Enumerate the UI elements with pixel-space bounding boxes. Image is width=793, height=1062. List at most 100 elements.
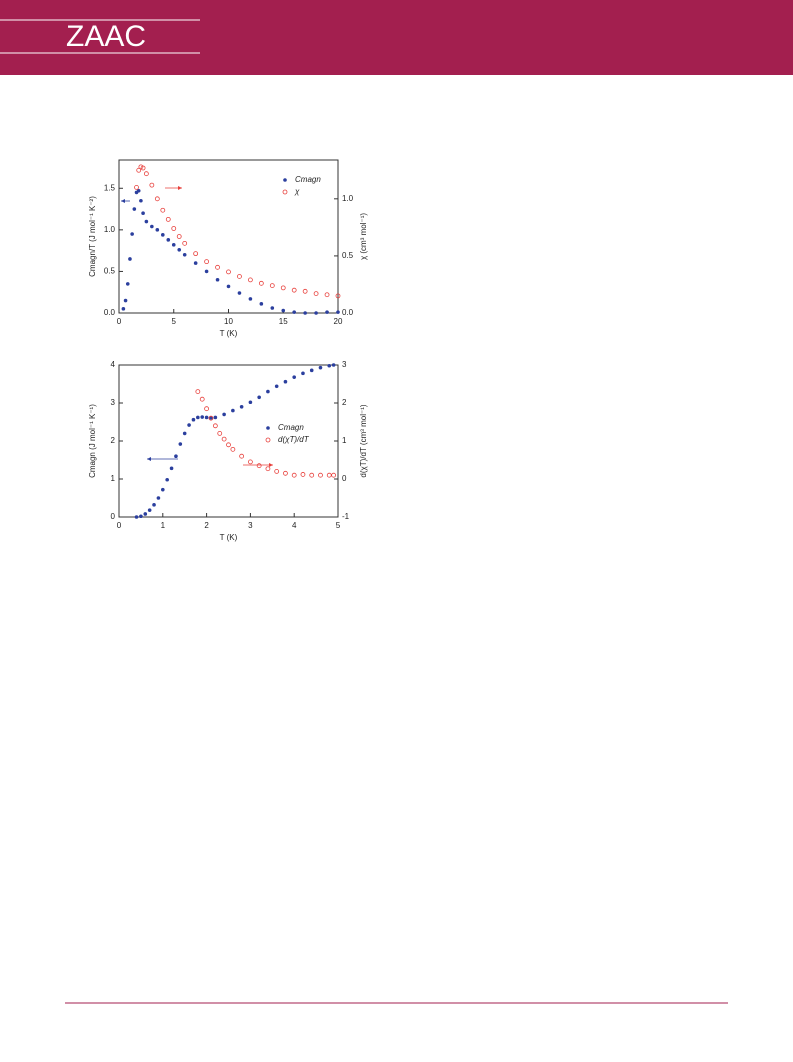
data-point: [204, 259, 210, 265]
data-point: [178, 442, 183, 446]
x-tick-label: 2: [204, 521, 209, 530]
data-point: [182, 252, 187, 257]
data-point: [257, 395, 261, 400]
data-point: [309, 368, 314, 373]
x-tick-label: 20: [334, 317, 343, 326]
data-point: [265, 466, 271, 472]
data-point: [177, 248, 182, 252]
data-point: [204, 269, 209, 274]
x-tick-label: 0: [117, 317, 122, 326]
data-point: [217, 430, 223, 436]
data-point: [174, 454, 178, 459]
y-tick-label: 1.0: [104, 225, 116, 234]
data-point: [143, 512, 148, 516]
data-point: [136, 188, 141, 193]
y2-tick-label: 1.0: [342, 194, 354, 203]
data-point: [270, 306, 275, 310]
data-point: [195, 389, 201, 395]
y2-tick-label: 0.5: [342, 251, 354, 260]
y2-tick-label: 3: [342, 360, 347, 369]
data-point: [139, 198, 143, 203]
data-point: [209, 416, 213, 420]
data-point: [176, 234, 182, 239]
data-point: [274, 384, 279, 389]
data-point: [144, 219, 149, 224]
axis-arrow-head: [147, 457, 151, 461]
data-point: [226, 442, 231, 448]
data-point: [204, 406, 210, 412]
data-point: [160, 207, 166, 213]
data-point: [134, 185, 139, 190]
data-point: [226, 269, 231, 275]
x-tick-label: 3: [248, 521, 253, 530]
data-point: [231, 408, 235, 413]
data-point: [248, 400, 253, 405]
data-point: [193, 251, 199, 257]
x-tick-label: 15: [279, 317, 288, 326]
data-point: [191, 417, 196, 422]
data-point: [125, 282, 130, 286]
data-point: [335, 293, 341, 299]
data-point: [171, 243, 176, 247]
y-tick-label: 0.0: [104, 308, 116, 317]
journal-title: ZAAC: [66, 20, 146, 53]
data-point: [134, 515, 139, 519]
data-point: [237, 274, 242, 279]
data-point: [154, 196, 160, 202]
y-tick-label: 3: [111, 398, 116, 407]
data-point: [136, 167, 142, 173]
data-point: [237, 291, 242, 295]
data-point: [161, 233, 165, 237]
legend-marker: [283, 178, 287, 182]
data-point: [171, 226, 177, 231]
x-tick-label: 4: [292, 521, 297, 530]
x-axis-label: T (K): [220, 533, 238, 542]
data-point: [200, 415, 205, 419]
data-point: [187, 423, 191, 427]
data-point: [309, 472, 315, 478]
data-point: [152, 503, 156, 507]
legend-label: Cmagn: [295, 175, 321, 184]
legend-marker: [266, 426, 270, 430]
y2-axis-label: χ (cm³ mol⁻¹): [359, 213, 368, 260]
data-point: [325, 310, 329, 314]
data-point: [165, 477, 169, 482]
data-point: [123, 298, 128, 303]
data-point: [215, 277, 220, 282]
data-point: [283, 379, 288, 384]
y2-tick-label: 0.0: [342, 308, 354, 317]
data-point: [208, 415, 214, 421]
y-tick-label: 2: [111, 436, 116, 445]
data-point: [226, 284, 231, 289]
data-point: [139, 514, 143, 519]
data-point: [166, 238, 171, 242]
data-point: [156, 496, 161, 500]
data-point: [248, 297, 253, 301]
y-axis-label: Cmagn (J mol⁻¹ K⁻¹): [88, 404, 97, 478]
data-point: [215, 264, 220, 270]
data-point: [140, 165, 146, 171]
data-point: [318, 365, 323, 370]
data-point: [247, 277, 253, 283]
data-point: [182, 431, 187, 436]
data-point: [301, 371, 305, 376]
data-point: [247, 459, 253, 465]
data-point: [193, 261, 198, 265]
data-point: [212, 423, 218, 429]
y-axis-label: Cmagn/T (J mol⁻¹ K⁻²): [88, 196, 97, 277]
data-point: [143, 171, 149, 177]
data-point: [292, 310, 297, 314]
legend-label: d(χT)/dT: [278, 435, 310, 444]
data-point: [155, 228, 160, 232]
x-axis-label: T (K): [220, 329, 238, 338]
data-point: [213, 415, 218, 420]
data-point: [149, 182, 155, 188]
data-point: [130, 232, 134, 236]
y2-tick-label: 0: [342, 474, 347, 483]
data-point: [128, 257, 132, 261]
y-tick-label: 4: [111, 360, 116, 369]
data-point: [291, 472, 297, 478]
data-point: [147, 508, 152, 512]
